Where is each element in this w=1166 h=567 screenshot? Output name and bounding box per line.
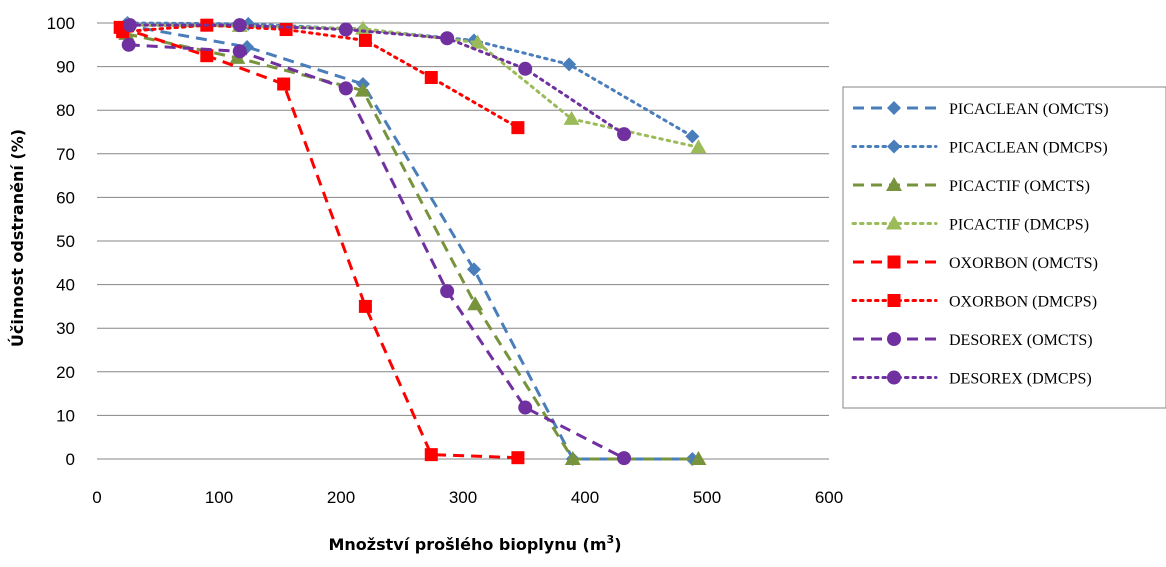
series-line <box>124 23 693 461</box>
series-line <box>126 21 694 138</box>
data-point <box>424 71 438 84</box>
legend-marker <box>886 215 902 230</box>
series-7 <box>122 18 632 142</box>
legend-entry: DESOREX (OMCTS) <box>853 332 1093 349</box>
legend-box <box>842 86 1166 409</box>
legend-entry: PICACTIF (DMCPS) <box>851 215 1089 234</box>
series-6 <box>121 37 632 466</box>
data-point <box>467 296 484 311</box>
legend-label: PICACLEAN (OMCTS) <box>949 101 1109 118</box>
data-point <box>279 23 293 37</box>
series-0 <box>118 18 700 466</box>
legend-label: PICACLEAN (DMCPS) <box>949 140 1108 157</box>
legend-label: DESOREX (OMCTS) <box>949 332 1093 349</box>
x-axis-title-sup: 3 <box>607 533 615 546</box>
x-tick-label: 300 <box>449 488 477 507</box>
data-point <box>440 31 455 46</box>
data-point <box>122 18 137 33</box>
y-tick-label: 60 <box>56 188 75 207</box>
series-2 <box>118 25 707 465</box>
series-line <box>128 43 625 460</box>
data-point <box>518 61 533 76</box>
data-point <box>338 22 353 37</box>
series-line <box>128 23 626 136</box>
y-tick-label: 100 <box>47 14 75 33</box>
data-point <box>277 77 291 91</box>
legend-marker <box>887 332 901 346</box>
legend-label: OXORBON (OMCTS) <box>949 255 1098 272</box>
x-tick-label: 200 <box>327 488 355 507</box>
legend-label: OXORBON (DMCPS) <box>949 294 1097 311</box>
x-tick-label: 100 <box>205 488 233 507</box>
data-point <box>690 139 707 154</box>
y-tick-label: 10 <box>56 406 75 425</box>
legend-marker <box>887 255 901 269</box>
legend-label: PICACTIF (OMCTS) <box>949 178 1090 195</box>
data-point <box>354 82 371 97</box>
series-line <box>119 25 518 460</box>
data-point <box>200 49 214 63</box>
y-tick-label: 0 <box>66 450 75 469</box>
series-line <box>126 23 700 149</box>
legend-entry: OXORBON (DMCPS) <box>851 294 1097 311</box>
data-point <box>466 262 481 277</box>
legend-entry: PICACLEAN (OMCTS) <box>853 101 1109 118</box>
x-tick-label: 600 <box>815 488 843 507</box>
data-point <box>338 81 353 96</box>
x-axis-title-main: Množství prošlého bioplynu (m <box>328 535 606 554</box>
x-tick-label: 500 <box>693 488 721 507</box>
gridlines <box>97 22 829 460</box>
legend-marker <box>887 101 901 115</box>
x-tick-label: 0 <box>92 488 101 507</box>
legend-entry: OXORBON (OMCTS) <box>853 255 1098 272</box>
y-tick-label: 30 <box>56 319 75 338</box>
legend-label: DESOREX (DMCPS) <box>949 371 1092 388</box>
y-axis-ticks: 0 10 20 30 40 50 60 70 80 90 100 <box>47 14 75 469</box>
data-point <box>469 34 486 49</box>
y-axis-title: Účinnost odstranění (%) <box>8 129 27 347</box>
x-tick-label: 400 <box>571 488 599 507</box>
data-point <box>121 37 136 52</box>
legend-marker <box>887 139 901 154</box>
data-point <box>511 451 525 465</box>
data-point <box>685 129 700 144</box>
y-tick-label: 40 <box>56 276 75 295</box>
data-point <box>232 18 247 33</box>
data-point <box>354 20 371 35</box>
series-layer <box>113 16 707 466</box>
data-point <box>690 451 707 465</box>
data-point <box>564 451 581 465</box>
y-tick-label: 90 <box>56 58 75 77</box>
data-point <box>518 400 533 415</box>
legend-entry: PICACTIF (OMCTS) <box>853 177 1090 195</box>
data-point <box>563 110 580 125</box>
legend-entry: DESOREX (DMCPS) <box>851 370 1092 388</box>
data-point <box>562 57 577 72</box>
data-point <box>617 451 632 466</box>
x-axis-title: Množství prošlého bioplynu (m3) <box>328 533 621 554</box>
legend-entry: PICACLEAN (DMCPS) <box>851 139 1108 157</box>
series-5 <box>116 18 525 135</box>
data-point <box>358 299 372 313</box>
data-point <box>358 33 372 47</box>
legend-label: PICACTIF (DMCPS) <box>949 217 1089 234</box>
x-axis-title-end: ) <box>614 535 621 554</box>
series-line <box>125 32 699 461</box>
data-point <box>617 127 632 142</box>
legend: PICACLEAN (OMCTS) PICACLEAN (DMCPS) PICACT… <box>842 86 1166 409</box>
y-tick-label: 70 <box>56 145 75 164</box>
legend-marker <box>887 370 901 385</box>
data-point <box>424 448 438 462</box>
x-axis-ticks: 0 100 200 300 400 500 600 <box>92 488 843 507</box>
data-point <box>511 121 525 135</box>
y-tick-label: 80 <box>56 101 75 120</box>
y-tick-label: 20 <box>56 363 75 382</box>
series-4 <box>113 20 525 465</box>
y-tick-label: 50 <box>56 232 75 251</box>
data-point <box>440 284 455 299</box>
data-point <box>232 44 247 59</box>
legend-marker <box>886 177 902 191</box>
legend-marker <box>887 294 901 307</box>
